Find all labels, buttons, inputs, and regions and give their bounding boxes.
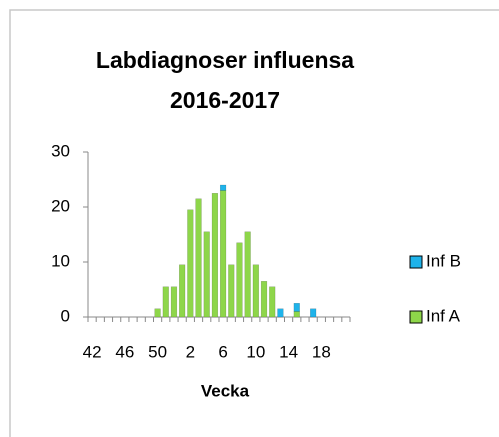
- chart-title: Labdiagnoser influensa 2016-2017: [95, 47, 355, 113]
- x-tick-label: 42: [83, 342, 102, 361]
- bar-segment: [187, 209, 194, 318]
- bar-segment: [219, 190, 227, 318]
- bar-segment: [219, 184, 227, 191]
- y-tick-label: 30: [51, 141, 70, 160]
- bar-segment: [154, 308, 161, 318]
- x-tick-label: 18: [312, 342, 331, 361]
- y-tick-label: 20: [51, 196, 70, 215]
- x-axis-label: Vecka: [201, 381, 250, 400]
- bar-segment: [203, 231, 210, 318]
- x-tick-label: 46: [115, 342, 134, 361]
- bar-segment: [195, 198, 202, 318]
- bar-segment: [310, 308, 317, 318]
- bar-segment: [244, 231, 251, 318]
- y-tick-label: 0: [61, 306, 70, 325]
- bar-segment: [252, 264, 259, 318]
- bar-segment: [269, 286, 276, 318]
- bar-segment: [277, 308, 284, 318]
- bar-segment: [170, 286, 178, 318]
- chart-frame: [9, 9, 499, 437]
- bar-segment: [293, 303, 300, 312]
- x-tick-label: 50: [148, 342, 167, 361]
- x-tick-label: 14: [279, 342, 298, 361]
- bar-segment: [293, 311, 300, 318]
- x-tick-label: 10: [246, 342, 265, 361]
- legend-label: Inf B: [426, 251, 461, 270]
- legend-swatch: [409, 255, 423, 269]
- bar-segment: [211, 193, 219, 318]
- bar-segment: [260, 281, 268, 318]
- bar-segment: [179, 264, 186, 318]
- legend-label: Inf A: [426, 306, 461, 325]
- legend-swatch: [409, 310, 423, 324]
- bar-segment: [228, 264, 235, 318]
- bar-segment: [162, 286, 169, 318]
- y-tick-label: 10: [51, 251, 70, 270]
- bar-segment: [236, 242, 243, 318]
- x-tick-label: 6: [218, 342, 227, 361]
- x-tick-label: 2: [186, 342, 195, 361]
